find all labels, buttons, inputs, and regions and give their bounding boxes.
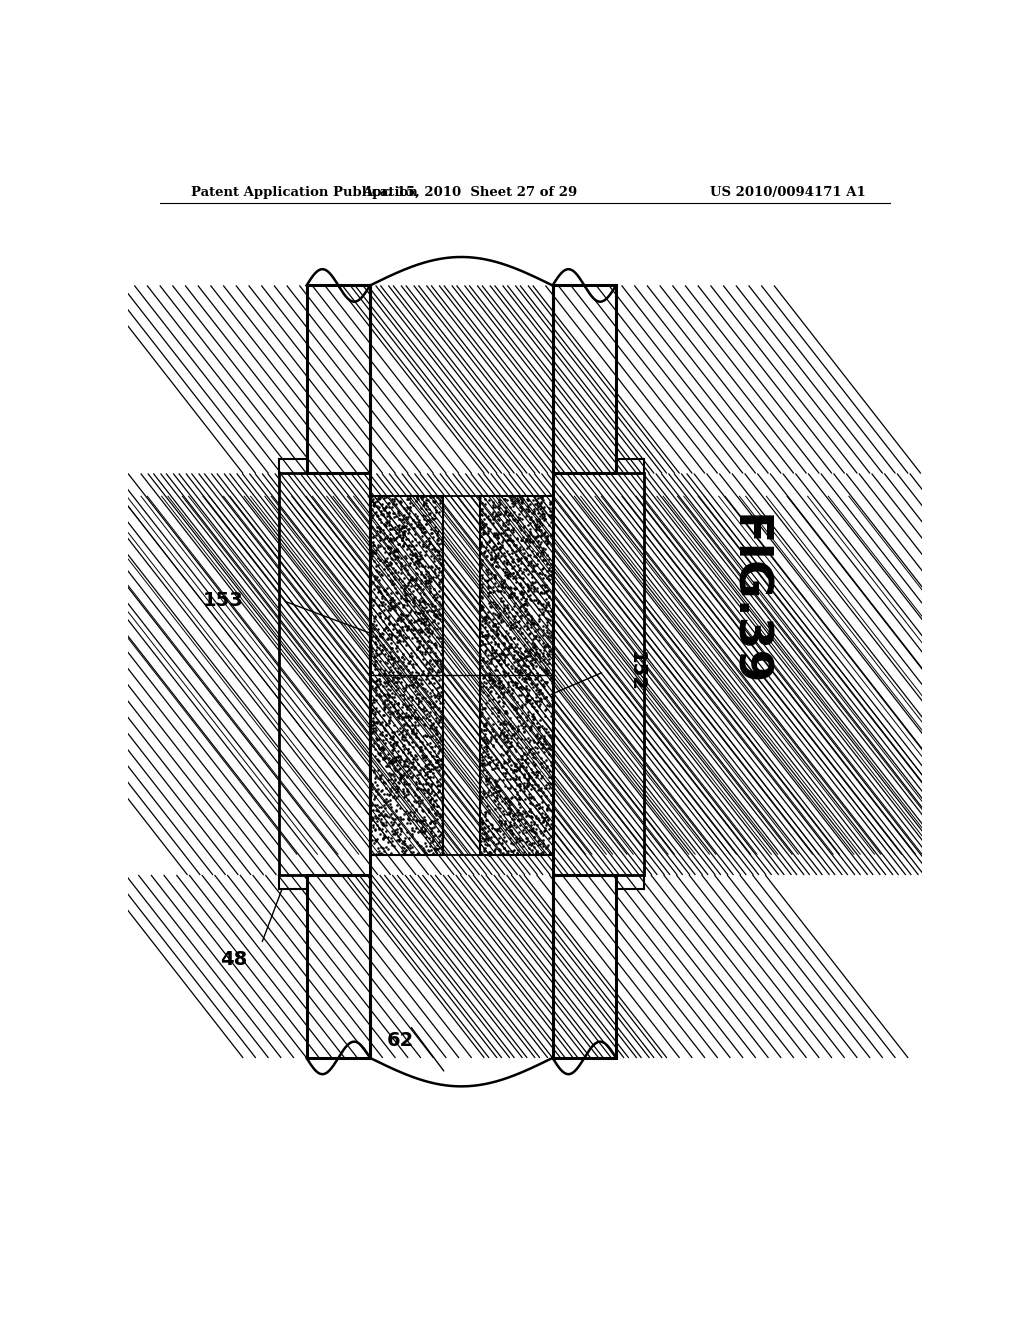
Bar	[306, 285, 370, 474]
Bar	[553, 285, 616, 474]
Text: 153: 153	[203, 591, 244, 610]
Text: US 2010/0094171 A1: US 2010/0094171 A1	[711, 186, 866, 199]
Text: Apr. 15, 2010  Sheet 27 of 29: Apr. 15, 2010 Sheet 27 of 29	[361, 186, 577, 199]
Text: 48: 48	[220, 950, 247, 969]
Bar	[479, 496, 553, 854]
Bar	[553, 285, 616, 474]
Text: Patent Application Publication: Patent Application Publication	[191, 186, 418, 199]
Bar	[479, 496, 553, 854]
Bar	[279, 474, 370, 875]
Bar	[370, 496, 443, 854]
Text: FIG.39: FIG.39	[725, 515, 769, 686]
Bar	[553, 875, 616, 1057]
Text: 62: 62	[387, 1031, 414, 1051]
Bar	[553, 474, 644, 875]
Bar	[279, 474, 370, 875]
Bar	[306, 285, 370, 474]
Bar	[306, 875, 370, 1057]
Bar	[553, 875, 616, 1057]
Bar	[306, 875, 370, 1057]
Bar	[370, 496, 443, 854]
Bar	[553, 474, 644, 875]
Text: 152: 152	[627, 651, 645, 692]
